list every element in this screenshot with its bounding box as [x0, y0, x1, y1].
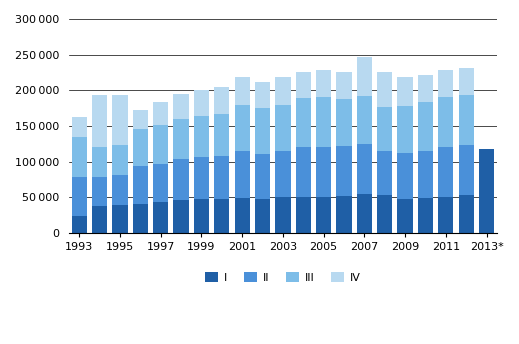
Bar — [133, 204, 148, 233]
Bar — [255, 108, 270, 154]
Bar — [275, 197, 291, 233]
Bar — [336, 146, 351, 196]
Bar — [438, 147, 454, 196]
Bar — [153, 202, 168, 233]
Bar — [418, 75, 433, 103]
Bar — [173, 94, 189, 119]
Bar — [296, 147, 311, 196]
Bar — [458, 68, 474, 95]
Bar — [377, 107, 392, 151]
Bar — [194, 200, 209, 233]
Bar — [275, 151, 291, 197]
Bar — [377, 151, 392, 195]
Bar — [173, 159, 189, 200]
Bar — [133, 129, 148, 166]
Bar — [398, 153, 413, 200]
Bar — [336, 99, 351, 146]
Bar — [377, 195, 392, 233]
Bar — [194, 116, 209, 157]
Bar — [336, 72, 351, 99]
Bar — [92, 95, 107, 147]
Bar — [357, 194, 372, 233]
Bar — [235, 151, 250, 198]
Bar — [72, 137, 87, 177]
Bar — [133, 166, 148, 204]
Bar — [72, 216, 87, 233]
Bar — [133, 110, 148, 129]
Bar — [173, 200, 189, 233]
Bar — [153, 102, 168, 125]
Bar — [316, 97, 331, 147]
Bar — [214, 87, 229, 114]
Bar — [418, 198, 433, 233]
Bar — [214, 198, 229, 233]
Bar — [438, 97, 454, 147]
Bar — [357, 144, 372, 194]
Bar — [479, 149, 494, 233]
Bar — [113, 205, 128, 233]
Bar — [255, 154, 270, 200]
Bar — [296, 196, 311, 233]
Bar — [398, 200, 413, 233]
Bar — [275, 77, 291, 105]
Bar — [255, 83, 270, 108]
Bar — [235, 105, 250, 151]
Bar — [214, 114, 229, 156]
Bar — [92, 176, 107, 206]
Bar — [316, 70, 331, 97]
Bar — [153, 164, 168, 202]
Bar — [418, 151, 433, 198]
Bar — [418, 103, 433, 151]
Bar — [398, 77, 413, 106]
Bar — [296, 73, 311, 98]
Legend: I, II, III, IV: I, II, III, IV — [200, 268, 365, 287]
Bar — [113, 95, 128, 145]
Bar — [458, 95, 474, 145]
Bar — [438, 196, 454, 233]
Bar — [92, 147, 107, 176]
Bar — [235, 77, 250, 105]
Bar — [398, 106, 413, 153]
Bar — [275, 105, 291, 151]
Bar — [194, 157, 209, 200]
Bar — [72, 117, 87, 137]
Bar — [377, 73, 392, 107]
Bar — [336, 196, 351, 233]
Bar — [357, 57, 372, 96]
Bar — [316, 147, 331, 196]
Bar — [214, 156, 229, 198]
Bar — [458, 195, 474, 233]
Bar — [438, 69, 454, 97]
Bar — [173, 119, 189, 159]
Bar — [113, 145, 128, 175]
Bar — [458, 145, 474, 195]
Bar — [255, 200, 270, 233]
Bar — [296, 98, 311, 147]
Bar — [92, 206, 107, 233]
Bar — [72, 177, 87, 216]
Bar — [235, 198, 250, 233]
Bar — [113, 175, 128, 205]
Bar — [153, 125, 168, 164]
Bar — [194, 90, 209, 116]
Bar — [316, 196, 331, 233]
Bar — [357, 96, 372, 144]
